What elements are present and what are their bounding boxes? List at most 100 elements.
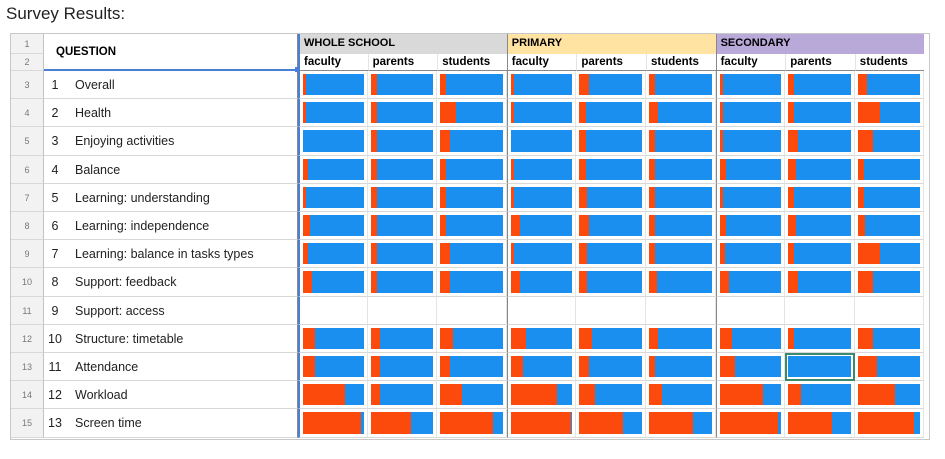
- bar-cell[interactable]: [715, 127, 786, 156]
- bar-cell[interactable]: [646, 127, 716, 156]
- question-number[interactable]: 1: [44, 71, 66, 100]
- bar-cell[interactable]: [715, 155, 786, 184]
- subheader-parents[interactable]: parents: [367, 54, 438, 71]
- question-label[interactable]: Screen time: [66, 409, 298, 438]
- question-label[interactable]: Overall: [66, 71, 298, 100]
- bar-cell[interactable]: [298, 268, 368, 297]
- bar-cell[interactable]: [854, 71, 925, 100]
- bar-cell[interactable]: [576, 353, 646, 382]
- question-label[interactable]: Learning: independence: [66, 212, 298, 241]
- bar-cell[interactable]: [576, 99, 646, 128]
- bar-cell[interactable]: [367, 353, 438, 382]
- bar-cell[interactable]: [298, 409, 368, 438]
- bar-cell[interactable]: [854, 99, 925, 128]
- bar-cell[interactable]: [437, 268, 507, 297]
- bar-cell[interactable]: [367, 155, 438, 184]
- bar-cell[interactable]: [646, 409, 716, 438]
- bar-cell[interactable]: [437, 353, 507, 382]
- bar-cell[interactable]: [576, 183, 646, 212]
- bar-cell[interactable]: [298, 183, 368, 212]
- bar-cell[interactable]: [506, 409, 577, 438]
- bar-cell[interactable]: [785, 296, 855, 325]
- bar-cell[interactable]: [715, 183, 786, 212]
- row-header[interactable]: 3: [11, 71, 44, 100]
- question-label[interactable]: Structure: timetable: [66, 324, 298, 353]
- bar-cell[interactable]: [576, 212, 646, 241]
- question-label[interactable]: Workload: [66, 381, 298, 410]
- bar-cell[interactable]: [298, 324, 368, 353]
- question-label[interactable]: Balance: [66, 155, 298, 184]
- bar-cell[interactable]: [437, 155, 507, 184]
- row-header[interactable]: 14: [11, 381, 44, 410]
- bar-cell[interactable]: [576, 409, 646, 438]
- question-number[interactable]: 3: [44, 127, 66, 156]
- bar-cell[interactable]: [854, 381, 925, 410]
- row-header[interactable]: 15: [11, 409, 44, 438]
- bar-cell[interactable]: [785, 353, 855, 382]
- bar-cell[interactable]: [854, 324, 925, 353]
- bar-cell[interactable]: [646, 212, 716, 241]
- bar-cell[interactable]: [854, 155, 925, 184]
- row-header[interactable]: 5: [11, 127, 44, 156]
- group-header-whole-school[interactable]: WHOLE SCHOOL: [298, 34, 507, 54]
- bar-cell[interactable]: [646, 296, 716, 325]
- bar-cell[interactable]: [506, 381, 577, 410]
- bar-cell[interactable]: [785, 212, 855, 241]
- question-label[interactable]: Learning: balance in tasks types: [66, 240, 298, 269]
- row-header[interactable]: 6: [11, 155, 44, 184]
- row-header[interactable]: 9: [11, 240, 44, 269]
- bar-cell[interactable]: [298, 155, 368, 184]
- question-number[interactable]: 4: [44, 156, 66, 184]
- bar-cell[interactable]: [437, 240, 507, 269]
- question-number[interactable]: 13: [44, 409, 66, 438]
- bar-cell[interactable]: [437, 324, 507, 353]
- bar-cell[interactable]: [506, 212, 577, 241]
- bar-cell[interactable]: [298, 127, 368, 156]
- bar-cell[interactable]: [715, 353, 786, 382]
- row-header[interactable]: 10: [11, 268, 44, 297]
- bar-cell[interactable]: [854, 212, 925, 241]
- question-number[interactable]: 6: [44, 212, 66, 241]
- bar-cell[interactable]: [506, 268, 577, 297]
- bar-cell[interactable]: [506, 127, 577, 156]
- subheader-faculty[interactable]: faculty: [298, 54, 368, 71]
- bar-cell[interactable]: [854, 353, 925, 382]
- bar-cell[interactable]: [785, 155, 855, 184]
- bar-cell[interactable]: [785, 240, 855, 269]
- bar-cell[interactable]: [854, 240, 925, 269]
- question-label[interactable]: Support: feedback: [66, 268, 298, 297]
- question-label[interactable]: Health: [66, 99, 298, 128]
- bar-cell[interactable]: [367, 268, 438, 297]
- bar-cell[interactable]: [437, 409, 507, 438]
- bar-cell[interactable]: [506, 240, 577, 269]
- bar-cell[interactable]: [646, 268, 716, 297]
- bar-cell[interactable]: [854, 183, 925, 212]
- bar-cell[interactable]: [785, 183, 855, 212]
- bar-cell[interactable]: [576, 381, 646, 410]
- bar-cell[interactable]: [854, 296, 925, 325]
- bar-cell[interactable]: [367, 296, 438, 325]
- bar-cell[interactable]: [785, 381, 855, 410]
- bar-cell[interactable]: [367, 71, 438, 100]
- group-header-primary[interactable]: PRIMARY: [506, 34, 716, 54]
- bar-cell[interactable]: [367, 99, 438, 128]
- bar-cell[interactable]: [646, 353, 716, 382]
- bar-cell[interactable]: [367, 127, 438, 156]
- bar-cell[interactable]: [646, 324, 716, 353]
- bar-cell[interactable]: [437, 381, 507, 410]
- bar-cell[interactable]: [298, 212, 368, 241]
- bar-cell[interactable]: [576, 296, 646, 325]
- bar-cell[interactable]: [715, 71, 786, 100]
- bar-cell[interactable]: [506, 296, 577, 325]
- question-label[interactable]: Learning: understanding: [66, 183, 298, 212]
- bar-cell[interactable]: [715, 240, 786, 269]
- bar-cell[interactable]: [506, 353, 577, 382]
- question-number[interactable]: 10: [44, 325, 66, 353]
- bar-cell[interactable]: [298, 353, 368, 382]
- row-header[interactable]: 12: [11, 324, 44, 353]
- bar-cell[interactable]: [646, 240, 716, 269]
- bar-cell[interactable]: [576, 324, 646, 353]
- question-number[interactable]: 12: [44, 381, 66, 410]
- bar-cell[interactable]: [715, 324, 786, 353]
- row-header[interactable]: 1: [11, 34, 44, 54]
